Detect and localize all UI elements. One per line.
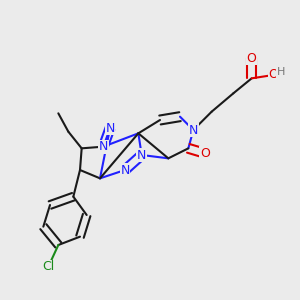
Text: N: N: [105, 122, 115, 135]
Text: H: H: [277, 67, 285, 77]
Text: N: N: [189, 124, 198, 136]
Text: N: N: [120, 164, 130, 176]
Text: N: N: [137, 148, 146, 161]
Text: Cl: Cl: [42, 260, 55, 273]
Text: O: O: [200, 147, 210, 160]
Text: O: O: [247, 52, 256, 65]
Text: N: N: [99, 140, 108, 153]
Text: O: O: [268, 68, 278, 82]
